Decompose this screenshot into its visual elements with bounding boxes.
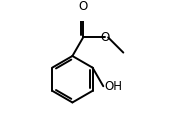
Text: O: O xyxy=(79,0,88,13)
Text: O: O xyxy=(100,31,109,44)
Text: OH: OH xyxy=(104,80,122,93)
